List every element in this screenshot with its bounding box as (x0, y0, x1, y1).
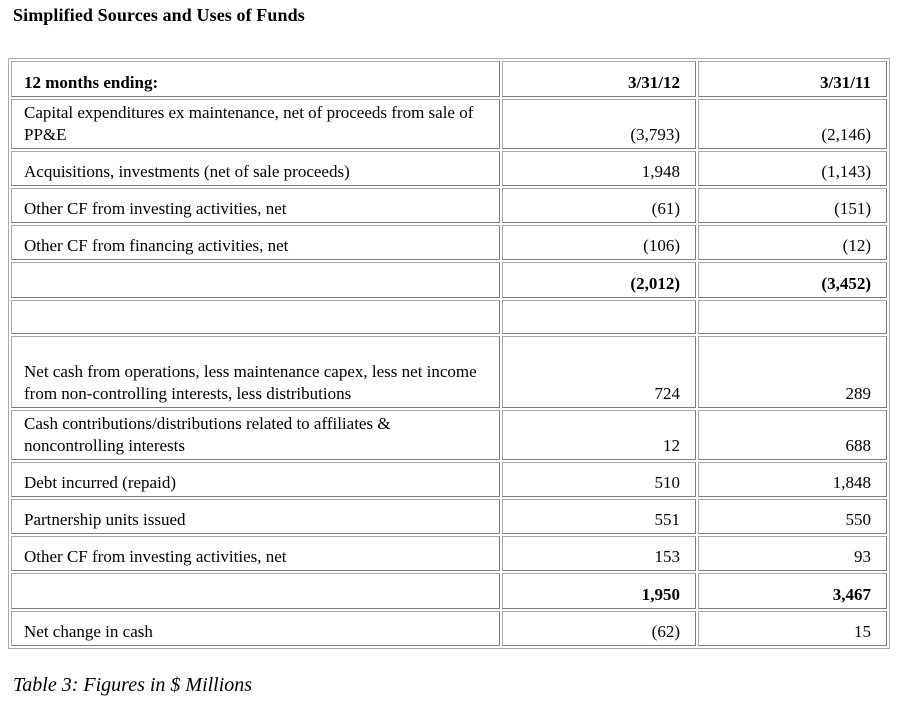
row-label: Net cash from operations, less maintenan… (11, 336, 500, 408)
row-value-2012 (502, 300, 696, 334)
row-value-2011: 289 (698, 336, 887, 408)
subtotal-row: (2,012) (3,452) (11, 262, 887, 298)
row-value-2011: (12) (698, 225, 887, 260)
table-row: Other CF from investing activities, net … (11, 188, 887, 223)
row-value-2011: (2,146) (698, 99, 887, 149)
row-value-2011: (3,452) (698, 262, 887, 298)
row-value-2012: (61) (502, 188, 696, 223)
table-row: Capital expenditures ex maintenance, net… (11, 99, 887, 149)
table-row: Other CF from financing activities, net … (11, 225, 887, 260)
row-label: Acquisitions, investments (net of sale p… (11, 151, 500, 186)
row-label: Cash contributions/distributions related… (11, 410, 500, 460)
header-col-2011: 3/31/11 (698, 61, 887, 97)
row-value-2012: 724 (502, 336, 696, 408)
header-col-2012: 3/31/12 (502, 61, 696, 97)
row-value-2011 (698, 300, 887, 334)
row-value-2011: 3,467 (698, 573, 887, 609)
row-value-2012: (3,793) (502, 99, 696, 149)
table-row: Partnership units issued 551 550 (11, 499, 887, 534)
row-value-2012: (2,012) (502, 262, 696, 298)
row-value-2011: 1,848 (698, 462, 887, 497)
row-value-2011: 688 (698, 410, 887, 460)
table-caption: Table 3: Figures in $ Millions (13, 674, 253, 696)
table-row: Cash contributions/distributions related… (11, 410, 887, 460)
row-label (11, 300, 500, 334)
row-value-2011: (151) (698, 188, 887, 223)
table-row: Net change in cash (62) 15 (11, 611, 887, 646)
row-label: Other CF from investing activities, net (11, 536, 500, 571)
row-value-2011: (1,143) (698, 151, 887, 186)
row-label: Capital expenditures ex maintenance, net… (11, 99, 500, 149)
row-label: Other CF from investing activities, net (11, 188, 500, 223)
table-header-row: 12 months ending: 3/31/12 3/31/11 (11, 61, 887, 97)
row-label (11, 573, 500, 609)
table-row: Other CF from investing activities, net … (11, 536, 887, 571)
row-label: Net change in cash (11, 611, 500, 646)
row-label: Other CF from financing activities, net (11, 225, 500, 260)
row-value-2012: (106) (502, 225, 696, 260)
row-value-2012: 153 (502, 536, 696, 571)
row-label: Debt incurred (repaid) (11, 462, 500, 497)
row-value-2012: 12 (502, 410, 696, 460)
table-row: Net cash from operations, less maintenan… (11, 336, 887, 408)
table-title: Simplified Sources and Uses of Funds (13, 5, 305, 25)
row-value-2011: 15 (698, 611, 887, 646)
row-value-2012: (62) (502, 611, 696, 646)
row-label (11, 262, 500, 298)
row-value-2012: 1,948 (502, 151, 696, 186)
row-value-2012: 1,950 (502, 573, 696, 609)
spacer-row (11, 300, 887, 334)
row-value-2011: 93 (698, 536, 887, 571)
table-row: Debt incurred (repaid) 510 1,848 (11, 462, 887, 497)
subtotal-row: 1,950 3,467 (11, 573, 887, 609)
row-label: Partnership units issued (11, 499, 500, 534)
sources-uses-table: 12 months ending: 3/31/12 3/31/11 Capita… (8, 58, 890, 649)
row-value-2012: 510 (502, 462, 696, 497)
row-value-2012: 551 (502, 499, 696, 534)
table-row: Acquisitions, investments (net of sale p… (11, 151, 887, 186)
row-value-2011: 550 (698, 499, 887, 534)
header-label: 12 months ending: (11, 61, 500, 97)
